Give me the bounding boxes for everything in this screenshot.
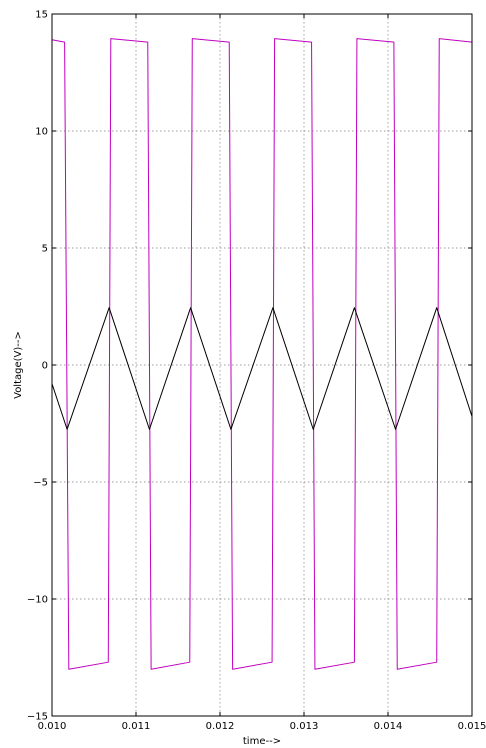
y-tick-label: 0 — [42, 361, 48, 372]
x-tick-labels: 0.010 0.011 0.012 0.013 0.014 0.015 — [38, 721, 486, 732]
y-tick-label: 10 — [35, 127, 48, 138]
x-tick-label: 0.015 — [458, 721, 486, 732]
x-tick-label: 0.011 — [122, 721, 151, 732]
x-tick-label: 0.012 — [206, 721, 235, 732]
y-tick-labels: −15 −10 −5 0 5 10 15 — [27, 10, 48, 723]
y-tick-label: −15 — [27, 712, 48, 723]
series-group — [51, 38, 473, 670]
ticks — [51, 13, 473, 717]
y-tick-label: −10 — [27, 595, 48, 606]
y-axis-label: Voltage(V)--> — [13, 331, 24, 399]
square-wave-series-line — [51, 38, 473, 670]
y-tick-label: −5 — [33, 478, 48, 489]
grid — [52, 14, 472, 716]
x-tick-label: 0.010 — [38, 721, 67, 732]
y-tick-label: 15 — [35, 10, 48, 21]
x-tick-label: 0.013 — [290, 721, 319, 732]
triangle-wave-series-line — [51, 307, 473, 430]
x-tick-label: 0.014 — [374, 721, 403, 732]
y-tick-label: 5 — [42, 244, 48, 255]
x-axis-label: time--> — [243, 736, 281, 747]
